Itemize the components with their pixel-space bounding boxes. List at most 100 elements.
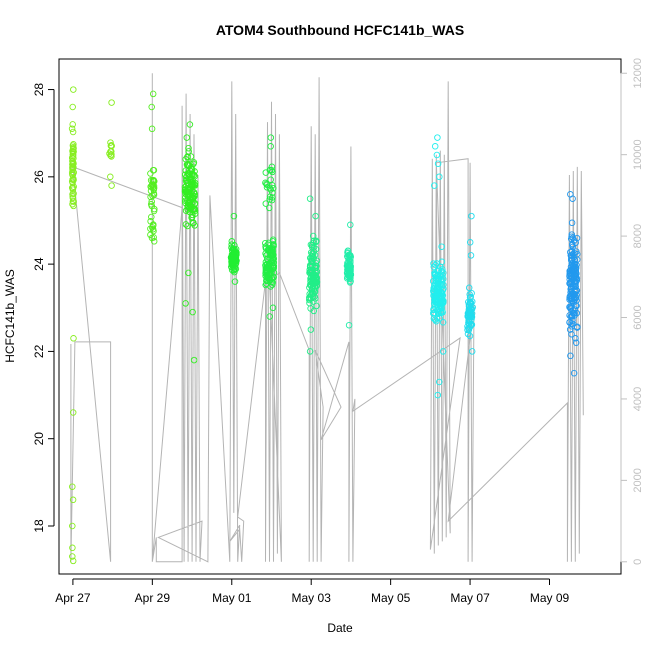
data-point: [69, 184, 77, 191]
data-point: [568, 330, 575, 338]
data-point: [567, 352, 574, 360]
data-point: [182, 300, 189, 307]
data-point: [270, 184, 277, 192]
data-point: [308, 243, 316, 251]
y-tick-label: 24: [32, 257, 46, 271]
data-point: [190, 356, 198, 364]
data-point: [108, 151, 115, 158]
altitude-track: [70, 73, 584, 563]
data-point: [231, 278, 239, 285]
data-point: [70, 141, 77, 148]
data-point: [312, 276, 319, 283]
data-point: [431, 143, 439, 150]
data-point: [306, 195, 314, 202]
data-point: [566, 326, 574, 333]
data-point: [308, 255, 315, 263]
data-point: [429, 310, 437, 317]
data-point: [268, 281, 276, 288]
data-point: [150, 191, 158, 199]
data-point: [266, 166, 274, 174]
data-point: [312, 237, 320, 245]
data-point: [70, 145, 77, 152]
data-point: [468, 212, 475, 220]
data-point: [148, 224, 156, 231]
data-point: [465, 284, 473, 292]
data-point: [182, 185, 189, 193]
plot-frame: [58, 58, 622, 575]
data-point: [313, 282, 320, 290]
data-point: [312, 245, 320, 253]
data-point: [436, 173, 443, 181]
data-point: [266, 204, 273, 212]
data-point: [466, 291, 473, 298]
data-point: [307, 326, 315, 333]
data-point: [572, 302, 580, 309]
data-point: [567, 283, 575, 291]
data-point: [70, 148, 77, 155]
data-point: [431, 316, 439, 323]
data-point: [229, 262, 237, 269]
data-point: [191, 205, 198, 213]
data-point: [571, 278, 578, 286]
data-point: [572, 264, 580, 272]
y2-tick-label: 4000: [632, 387, 644, 411]
data-point: [573, 294, 580, 301]
y2-tick-label: 2000: [632, 468, 644, 492]
data-point: [69, 557, 77, 565]
x-tick-label: May 01: [212, 591, 252, 605]
y-tick-label: 18: [32, 519, 46, 533]
series-flight-6: [262, 134, 278, 320]
data-points: [68, 86, 581, 565]
data-point: [262, 281, 269, 289]
data-point: [108, 153, 115, 160]
data-point: [268, 182, 276, 189]
x-tick-label: Apr 29: [135, 591, 171, 605]
data-point: [344, 263, 351, 271]
series-flight-4: [181, 121, 199, 364]
data-point: [467, 312, 475, 320]
data-point: [572, 339, 580, 346]
data-point: [108, 148, 115, 155]
data-point: [69, 409, 77, 416]
data-point: [185, 203, 192, 210]
data-point: [313, 262, 320, 270]
data-point: [468, 348, 476, 355]
data-point: [186, 208, 194, 216]
data-point: [467, 321, 474, 329]
data-point: [270, 243, 277, 250]
x-tick-label: May 09: [530, 591, 570, 605]
data-point: [568, 219, 576, 227]
data-point: [267, 143, 274, 150]
data-point: [262, 200, 270, 207]
data-point: [189, 308, 196, 316]
data-point: [270, 264, 277, 272]
data-point: [568, 290, 576, 297]
data-point: [190, 160, 197, 168]
data-point: [185, 170, 193, 177]
data-point: [344, 261, 351, 268]
data-point: [567, 305, 574, 313]
data-point: [69, 103, 76, 111]
data-point: [107, 173, 114, 181]
data-point: [566, 267, 573, 275]
series-flight-1: [68, 86, 77, 565]
y2-tick-label: 8000: [632, 224, 644, 248]
data-point: [228, 266, 236, 274]
data-point: [185, 144, 192, 152]
data-point: [439, 272, 446, 280]
x-axis-label: Date: [327, 621, 353, 635]
data-point: [108, 99, 115, 106]
data-point: [571, 312, 578, 319]
data-point: [435, 266, 443, 274]
data-point: [430, 260, 437, 267]
data-point: [467, 252, 475, 259]
data-point: [148, 213, 155, 221]
data-point: [68, 169, 76, 176]
data-point: [434, 288, 442, 296]
data-point: [435, 310, 442, 317]
data-point: [266, 313, 273, 320]
data-point: [69, 128, 77, 136]
data-point: [466, 239, 474, 246]
y-tick-label: 26: [32, 170, 46, 184]
data-point: [265, 239, 272, 247]
